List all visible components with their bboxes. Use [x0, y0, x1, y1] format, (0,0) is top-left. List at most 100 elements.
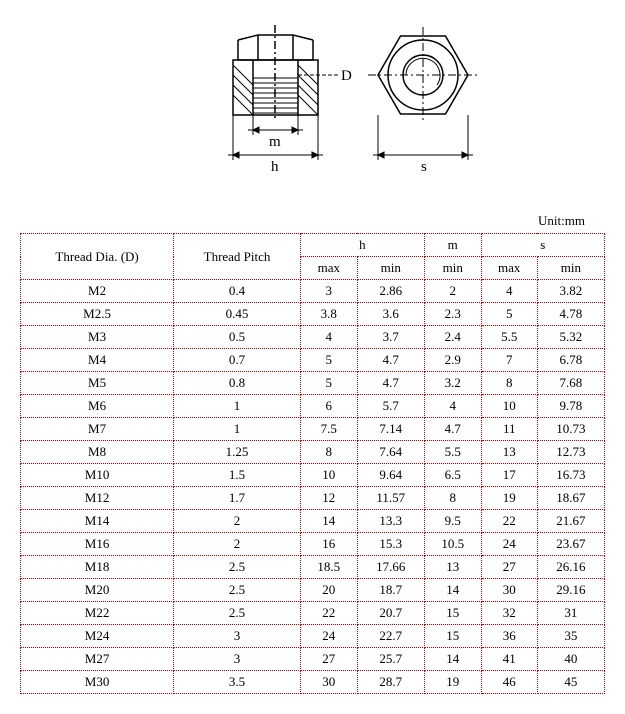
cell: M12 — [21, 487, 174, 510]
cell: 1.25 — [174, 441, 301, 464]
table-row: M2732725.7144140 — [21, 648, 605, 671]
table-row: M101.5109.646.51716.73 — [21, 464, 605, 487]
table-row: M20.432.86243.82 — [21, 280, 605, 303]
cell: 1.7 — [174, 487, 301, 510]
cell: 3.6 — [357, 303, 424, 326]
cell: 7.64 — [357, 441, 424, 464]
cell: 22.7 — [357, 625, 424, 648]
table-row: M182.518.517.66132726.16 — [21, 556, 605, 579]
label-s: s — [421, 159, 427, 175]
cell: 19 — [424, 671, 481, 694]
table-row: M40.754.72.976.78 — [21, 349, 605, 372]
cell: 13 — [424, 556, 481, 579]
cell: 11 — [481, 418, 537, 441]
cell: 13.3 — [357, 510, 424, 533]
cell: 9.5 — [424, 510, 481, 533]
cell: 3.5 — [174, 671, 301, 694]
header-thread-pitch: Thread Pitch — [174, 234, 301, 280]
cell: 8 — [424, 487, 481, 510]
header-h: h — [300, 234, 424, 257]
cell: 23.67 — [537, 533, 604, 556]
cell: 8 — [481, 372, 537, 395]
cell: 2 — [174, 533, 301, 556]
cell: 3 — [174, 625, 301, 648]
header-h-max: max — [300, 257, 357, 280]
cell: 5 — [481, 303, 537, 326]
table-row: M1621615.310.52423.67 — [21, 533, 605, 556]
cell: 10 — [481, 395, 537, 418]
cell: 16.73 — [537, 464, 604, 487]
cell: M7 — [21, 418, 174, 441]
cell: 3.82 — [537, 280, 604, 303]
cell: 41 — [481, 648, 537, 671]
table-row: M81.2587.645.51312.73 — [21, 441, 605, 464]
table-row: M303.53028.7194645 — [21, 671, 605, 694]
header-m: m — [424, 234, 481, 257]
cell: 2 — [174, 510, 301, 533]
cell: M8 — [21, 441, 174, 464]
cell: 7 — [481, 349, 537, 372]
cell: 13 — [481, 441, 537, 464]
cell: 1.5 — [174, 464, 301, 487]
cell: M10 — [21, 464, 174, 487]
cell: M20 — [21, 579, 174, 602]
cell: 6.5 — [424, 464, 481, 487]
cell: M2 — [21, 280, 174, 303]
table-row: M717.57.144.71110.73 — [21, 418, 605, 441]
cell: 45 — [537, 671, 604, 694]
header-thread-dia: Thread Dia. (D) — [21, 234, 174, 280]
cell: 27 — [300, 648, 357, 671]
cell: 32 — [481, 602, 537, 625]
cell: 5 — [300, 372, 357, 395]
cell: 27 — [481, 556, 537, 579]
cell: M27 — [21, 648, 174, 671]
cell: 2.9 — [424, 349, 481, 372]
cell: 7.14 — [357, 418, 424, 441]
unit-label: Unit:mm — [20, 213, 585, 229]
cell: 1 — [174, 395, 301, 418]
cell: 30 — [481, 579, 537, 602]
cell: M30 — [21, 671, 174, 694]
cell: 17 — [481, 464, 537, 487]
table-row: M222.52220.7153231 — [21, 602, 605, 625]
cell: 2.5 — [174, 602, 301, 625]
label-d: D — [341, 68, 352, 84]
cell: 0.8 — [174, 372, 301, 395]
cell: 0.45 — [174, 303, 301, 326]
cell: 18.7 — [357, 579, 424, 602]
cell: 21.67 — [537, 510, 604, 533]
cell: 1 — [174, 418, 301, 441]
cell: M16 — [21, 533, 174, 556]
cell: 0.7 — [174, 349, 301, 372]
cell: 2.3 — [424, 303, 481, 326]
cell: 5 — [300, 349, 357, 372]
cell: M5 — [21, 372, 174, 395]
cell: 10 — [300, 464, 357, 487]
cell: 4 — [481, 280, 537, 303]
cell: M18 — [21, 556, 174, 579]
cell: 4.7 — [357, 349, 424, 372]
label-h: h — [271, 159, 279, 175]
cell: 2.5 — [174, 556, 301, 579]
cell: 6 — [300, 395, 357, 418]
cell: 24 — [300, 625, 357, 648]
cell: 16 — [300, 533, 357, 556]
table-row: M202.52018.7143029.16 — [21, 579, 605, 602]
cell: 15 — [424, 625, 481, 648]
cell: 17.66 — [357, 556, 424, 579]
cell: 3.7 — [357, 326, 424, 349]
cell: M24 — [21, 625, 174, 648]
cell: 30 — [300, 671, 357, 694]
cell: 25.7 — [357, 648, 424, 671]
cell: M14 — [21, 510, 174, 533]
cell: 6.78 — [537, 349, 604, 372]
cell: 12 — [300, 487, 357, 510]
cell: 8 — [300, 441, 357, 464]
cell: 10.5 — [424, 533, 481, 556]
cell: 4.7 — [357, 372, 424, 395]
cell: 15 — [424, 602, 481, 625]
cell: 11.57 — [357, 487, 424, 510]
label-m: m — [269, 134, 281, 150]
cell: 9.64 — [357, 464, 424, 487]
cell: 2.4 — [424, 326, 481, 349]
